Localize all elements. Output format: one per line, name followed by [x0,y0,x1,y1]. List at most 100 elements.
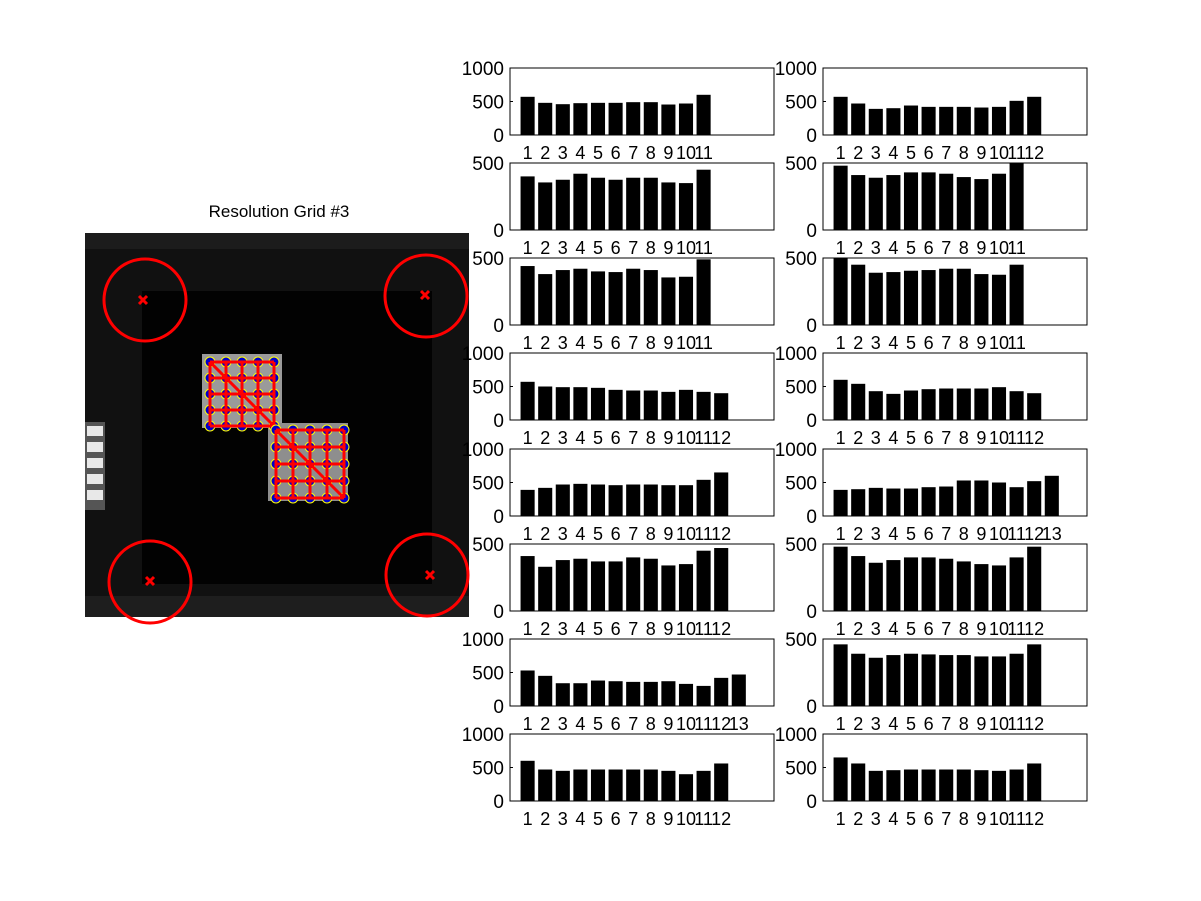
bar [626,102,641,135]
bar [868,272,883,325]
y-tick-label: 500 [472,664,504,685]
x-tick-label: 11 [1007,619,1026,639]
x-tick-label: 6 [924,714,934,734]
x-tick-label: 10 [676,809,696,829]
bar [903,488,919,516]
bar [939,558,954,611]
bar [903,105,919,135]
bar [555,560,570,611]
bar [573,683,588,706]
bar [868,562,883,611]
bar [851,763,866,801]
x-tick-label: 12 [1024,809,1044,829]
bar [974,274,989,325]
bar [678,564,694,611]
bar [833,546,848,611]
bar [939,106,954,135]
y-tick-label: 500 [785,474,817,495]
bar [538,769,553,801]
bar [956,177,971,230]
bar [868,487,883,516]
bar [833,96,848,135]
x-tick-label: 8 [959,619,969,639]
y-tick-label: 500 [785,249,817,270]
bar [696,479,711,516]
x-tick-label: 3 [558,238,568,258]
bar [661,104,676,135]
bar [921,106,936,135]
x-tick-label: 3 [871,143,881,163]
bar [643,270,658,325]
x-tick-label: 9 [976,143,986,163]
bar [643,484,658,516]
x-tick-label: 2 [540,428,550,448]
x-tick-label: 11 [1007,809,1026,829]
bar [573,558,588,611]
bar [678,276,694,325]
x-tick-label: 6 [611,809,621,829]
bar [661,681,676,706]
bar [1009,264,1024,325]
x-tick-label: 1 [523,428,533,448]
x-tick-label: 3 [871,428,881,448]
x-tick-label: 11 [694,619,713,639]
edge-bright-target [85,422,105,510]
bar [643,390,658,420]
x-tick-label: 3 [558,428,568,448]
x-tick-label: 11 [694,238,713,258]
x-tick-label: 5 [593,809,603,829]
x-tick-label: 5 [593,238,603,258]
bar [520,556,535,611]
x-tick-label: 1 [836,428,846,448]
bar [903,172,919,230]
x-tick-label: 12 [1024,524,1044,544]
bar [520,96,535,135]
bar [643,558,658,611]
bar [939,769,954,801]
x-tick-label: 7 [941,143,951,163]
bar [643,177,658,230]
x-tick-label: 11 [1007,143,1026,163]
x-tick-label: 3 [558,619,568,639]
x-tick-label: 4 [575,714,585,734]
bar [573,769,588,801]
bar [991,106,1007,135]
y-tick-label: 0 [806,221,817,242]
bar [696,391,711,420]
fiducial-markers [102,253,470,625]
bar [851,383,866,420]
bar [991,387,1007,420]
x-tick-label: 4 [888,524,898,544]
x-tick-label: 6 [611,333,621,353]
fiducial-circle [383,253,469,339]
y-tick-label: 500 [472,759,504,780]
y-tick-label: 1000 [775,725,817,746]
x-tick-label: 11 [694,143,713,163]
axes-box [822,257,1088,326]
x-tick-label: 7 [628,143,638,163]
x-tick-label: 8 [959,428,969,448]
axes-box [509,543,775,612]
x-tick-label: 1 [836,809,846,829]
x-tick-label: 2 [853,333,863,353]
x-tick-label: 1 [523,809,533,829]
bar [833,379,848,420]
x-tick-label: 3 [871,524,881,544]
x-tick-label: 6 [924,143,934,163]
y-tick-label: 0 [806,411,817,432]
bar [1027,481,1042,516]
x-tick-label: 4 [888,143,898,163]
bar [921,654,936,706]
bar [921,487,936,516]
x-tick-label: 2 [853,428,863,448]
x-tick-label: 8 [959,524,969,544]
axes-box [509,257,775,326]
x-tick-label: 8 [646,809,656,829]
bar [573,387,588,420]
bar [886,560,901,611]
bar [903,769,919,801]
